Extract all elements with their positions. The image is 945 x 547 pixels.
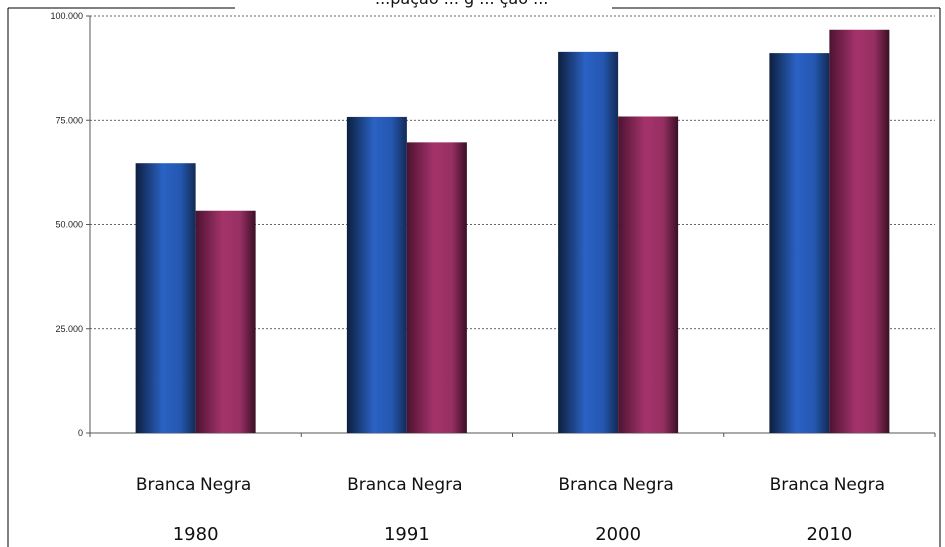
series-label: Negra: [834, 475, 885, 495]
y-tick-label: 75.000: [55, 115, 83, 125]
series-label: Branca: [347, 475, 407, 495]
bar-negra-1991: [406, 142, 467, 433]
category-label: 2000: [595, 524, 641, 545]
y-tick-label: 25.000: [55, 324, 83, 334]
bar-branca-1991: [346, 116, 407, 433]
series-label: Negra: [411, 475, 462, 495]
series-label: Branca: [558, 475, 618, 495]
bar-branca-1980: [135, 163, 196, 434]
series-label: Negra: [200, 475, 251, 495]
category-label: 2010: [806, 524, 852, 545]
bar-negra-2000: [618, 116, 679, 433]
bar-branca-2000: [558, 51, 619, 433]
bar-negra-1980: [195, 210, 256, 433]
chart-title: ...pação ... g ... ção ...: [375, 0, 548, 8]
series-label: Branca: [136, 475, 196, 495]
bar-branca-2010: [769, 53, 830, 433]
bar-negra-2010: [829, 29, 890, 434]
y-tick-label: 0: [78, 428, 83, 438]
series-label: Branca: [770, 475, 830, 495]
y-tick-label: 100.000: [50, 11, 83, 21]
y-tick-label: 50.000: [55, 220, 83, 230]
series-label: Negra: [622, 475, 673, 495]
bars: [135, 29, 890, 434]
category-label: 1991: [384, 524, 430, 545]
category-label: 1980: [173, 524, 219, 545]
